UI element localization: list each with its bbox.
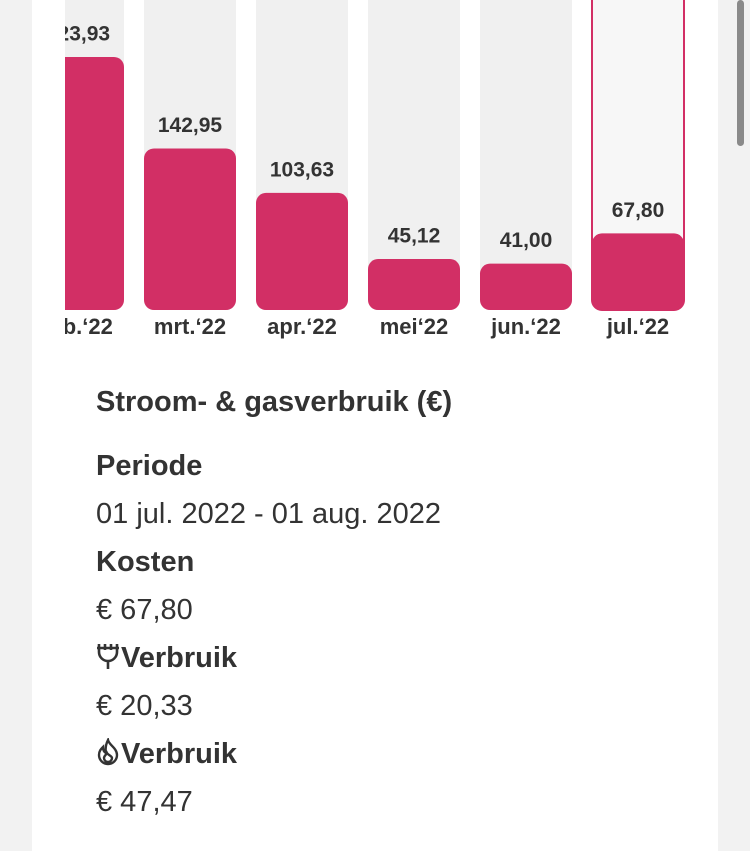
- bar: [368, 259, 460, 310]
- value-label: 41,00: [500, 229, 553, 252]
- row-label-with-icon: Verbruik: [96, 642, 237, 675]
- x-tick-label: jul.‘22: [606, 314, 669, 339]
- bar: [256, 192, 348, 310]
- row-label: Verbruik: [121, 642, 238, 674]
- row-label: Periode: [96, 450, 203, 482]
- bar: [592, 233, 684, 310]
- column[interactable]: [368, 0, 460, 310]
- details-title: Stroom- & gasverbruik (€): [96, 386, 453, 418]
- row-label: Verbruik: [121, 738, 238, 770]
- value-label: 142,95: [158, 114, 223, 137]
- x-tick-label: mei‘22: [380, 314, 449, 339]
- row-value: € 20,33: [96, 690, 193, 722]
- x-tick-label: apr.‘22: [267, 314, 337, 339]
- row-value: 01 jul. 2022 - 01 aug. 2022: [96, 498, 442, 530]
- row-label-with-icon: Verbruik: [96, 738, 237, 771]
- value-label: 223,93: [46, 23, 110, 46]
- scrollbar[interactable]: [737, 0, 744, 146]
- x-tick-label: mrt.‘22: [154, 314, 226, 339]
- flame-icon: [97, 738, 119, 766]
- row-value: € 47,47: [96, 786, 193, 818]
- value-label: 103,63: [270, 158, 334, 181]
- x-tick-label: feb.‘22: [43, 314, 113, 339]
- value-label: 67,80: [612, 199, 665, 222]
- plug-icon: [97, 644, 119, 669]
- plot-area: 223,93 feb.‘22 142,95 mrt.‘22 103,63 apr.‘22 4…: [43, 0, 685, 339]
- row-label: Kosten: [96, 546, 195, 578]
- chart: 223,93 feb.‘22 142,95 mrt.‘22 103,63 apr.‘22 4…: [43, 0, 685, 339]
- x-tick-label: jun.‘22: [490, 314, 561, 339]
- bar: [480, 263, 572, 310]
- row-value: € 67,80: [96, 594, 193, 626]
- bar: [65, 56, 124, 310]
- value-label: 45,12: [388, 225, 441, 248]
- column[interactable]: [480, 0, 572, 310]
- bar: [144, 148, 236, 310]
